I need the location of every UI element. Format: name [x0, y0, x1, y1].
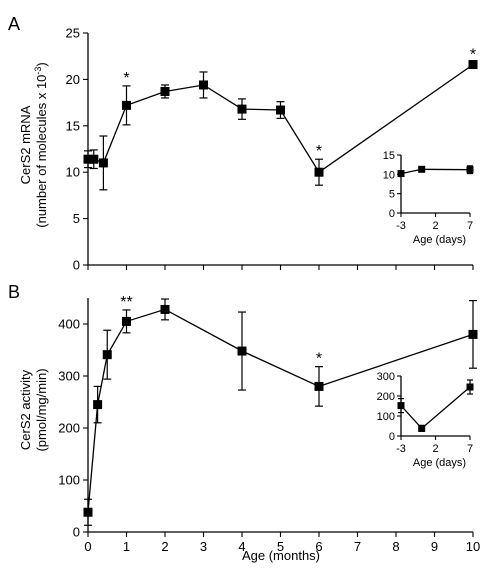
panel-b-xtick-label: 6	[315, 539, 322, 554]
panel-a-significance-mark: *	[123, 70, 129, 87]
panel-b-label: B	[8, 282, 20, 302]
panel-b-xtick-label: 0	[84, 539, 91, 554]
panel-a-data-point	[237, 104, 247, 114]
panel-b-ytick-label: 0	[73, 525, 80, 540]
panel-b-data-point	[122, 316, 131, 326]
panel-b-inset-xtick-label: -3	[396, 443, 406, 455]
panel-a-inset-data-point	[397, 170, 405, 178]
panel-a-inset-xtick-label: 2	[432, 220, 438, 232]
panel-b-inset-xlabel: Age (days)	[413, 457, 466, 469]
panel-b: B CerS2 activity (pmol/mg/min) 010020030…	[8, 282, 480, 563]
panel-b-inset-xtick-label: 2	[432, 443, 438, 455]
panel-b-data-point	[314, 381, 324, 391]
panel-b-xtick-label: 3	[200, 539, 207, 554]
panel-a-ytick-label: 15	[66, 118, 80, 133]
panel-a-label: A	[8, 14, 20, 34]
panel-b-data-point	[160, 304, 170, 314]
panel-a: A CerS2 mRNA (number of molecules x 10-3…	[8, 14, 478, 273]
panel-a-ylabel-line2: (number of molecules x 10-3)	[33, 62, 49, 228]
panel-a-significance-mark: *	[316, 143, 322, 160]
panel-b-data-point	[93, 400, 103, 410]
panel-b-xtick-label: 4	[238, 539, 245, 554]
panel-a-inset-xtick-label: 7	[467, 220, 473, 232]
panel-a-inset-data-point	[418, 165, 426, 173]
panel-b-inset-series-line	[400, 386, 471, 430]
panel-b-series-line	[87, 308, 474, 513]
panel-b-xtick-label: 7	[354, 539, 361, 554]
panel-b-xtick-label: 1	[123, 539, 130, 554]
panel-b-ylabel-line1: CerS2 activity	[18, 369, 33, 450]
panel-b-xtick-label: 8	[392, 539, 399, 554]
panel-a-series-line	[88, 64, 474, 174]
panel-b-xtick-label: 10	[466, 539, 480, 554]
panel-a-ylabel-main: (number of molecules x 10	[34, 75, 49, 228]
panel-b-inset-ytick-label: 0	[389, 431, 395, 443]
panel-b-ytick-label: 400	[58, 317, 80, 332]
panel-a-data-point	[276, 105, 285, 115]
panel-a-ytick-label: 10	[66, 165, 80, 180]
panel-b-data-point	[237, 346, 247, 356]
panel-b-inset-ytick-label: 200	[377, 391, 395, 403]
panel-a-data-point	[160, 86, 170, 96]
panel-b-xtick-label: 5	[277, 539, 284, 554]
panel-a-data-point	[83, 154, 93, 164]
panel-a-data-point	[199, 80, 208, 90]
panel-b-significance-mark: **	[120, 294, 132, 311]
panel-b-inset-ytick-label: 100	[377, 411, 395, 423]
panel-b-ytick-label: 100	[58, 473, 80, 488]
panel-a-inset-ytick-label: 10	[383, 169, 395, 181]
panel-b-ylabel-line2: (pmol/mg/min)	[34, 368, 49, 451]
panel-a-ytick-label: 25	[66, 26, 80, 41]
panel-b-inset-data-point	[418, 424, 426, 432]
panel-a-ylabel-line1: CerS2 mRNA	[18, 105, 33, 184]
panel-a-inset-ytick-label: 5	[389, 189, 395, 201]
panel-b-xtick-label: 2	[161, 539, 168, 554]
panel-a-data-point	[468, 60, 478, 70]
panel-b-data-point	[468, 329, 478, 339]
panel-b-inset-data-point	[466, 383, 474, 391]
panel-a-ytick-label: 5	[73, 211, 80, 226]
panel-b-data-point	[83, 507, 93, 517]
panel-a-inset-xlabel: Age (days)	[413, 234, 466, 246]
panel-b-data-point	[102, 350, 112, 360]
panel-b-xlabel: Age (months)	[242, 548, 320, 563]
panel-a-inset-data-point	[466, 166, 474, 174]
panel-b-significance-mark: *	[316, 351, 322, 368]
panel-a-inset-ytick-label: 15	[383, 150, 395, 162]
panel-b-inset-ytick-label: 300	[377, 371, 395, 383]
panel-a-data-point	[314, 167, 324, 177]
panel-b-ytick-label: 300	[58, 369, 80, 384]
panel-a-ytick-label: 20	[66, 72, 80, 87]
panel-a-ylabel-sup: -3	[33, 67, 43, 75]
panel-a-ylabel-end: )	[34, 62, 49, 66]
panel-a-data-point	[98, 158, 108, 168]
panel-a-ytick-label: 0	[73, 258, 80, 273]
panel-a-data-point	[89, 154, 99, 164]
panel-a-data-point	[122, 100, 131, 110]
panel-b-ytick-label: 200	[58, 421, 80, 436]
panel-b-inset-data-point	[397, 402, 405, 410]
panel-a-significance-mark: *	[470, 47, 476, 64]
panel-a-inset-ytick-label: 0	[389, 208, 395, 220]
panel-b-xtick-label: 9	[431, 539, 438, 554]
panel-b-inset-xtick-label: 7	[467, 443, 473, 455]
panel-a-inset-series-line	[400, 168, 471, 175]
panel-a-inset-xtick-label: -3	[396, 220, 406, 232]
